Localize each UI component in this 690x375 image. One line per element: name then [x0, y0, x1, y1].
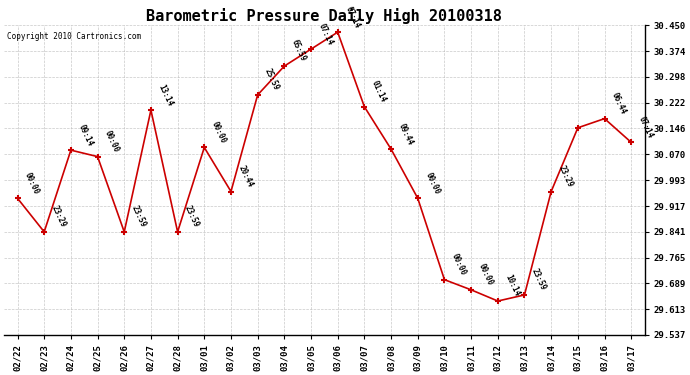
Text: 23:59: 23:59: [183, 204, 201, 229]
Text: 07:14: 07:14: [317, 22, 335, 46]
Text: 00:00: 00:00: [23, 171, 41, 195]
Text: Copyright 2010 Cartronics.com: Copyright 2010 Cartronics.com: [8, 32, 141, 40]
Text: 07:14: 07:14: [343, 4, 361, 29]
Text: 00:00: 00:00: [477, 262, 495, 287]
Text: 23:59: 23:59: [530, 267, 548, 292]
Text: 00:00: 00:00: [423, 171, 441, 195]
Text: 09:14: 09:14: [77, 123, 95, 147]
Text: 10:14: 10:14: [504, 273, 521, 298]
Text: 09:44: 09:44: [397, 122, 415, 146]
Text: 13:14: 13:14: [157, 82, 175, 107]
Text: 20:44: 20:44: [237, 164, 255, 189]
Text: 00:00: 00:00: [210, 120, 228, 145]
Text: 00:00: 00:00: [450, 252, 468, 277]
Text: 25:59: 25:59: [263, 68, 281, 92]
Text: 23:59: 23:59: [130, 204, 148, 229]
Text: 00:00: 00:00: [103, 129, 121, 154]
Text: 23:29: 23:29: [557, 164, 575, 189]
Text: 06:44: 06:44: [610, 91, 628, 116]
Text: 01:14: 01:14: [370, 79, 388, 104]
Text: 07:14: 07:14: [637, 115, 655, 140]
Text: 23:29: 23:29: [50, 204, 68, 229]
Text: 65:59: 65:59: [290, 39, 308, 63]
Title: Barometric Pressure Daily High 20100318: Barometric Pressure Daily High 20100318: [146, 8, 502, 24]
